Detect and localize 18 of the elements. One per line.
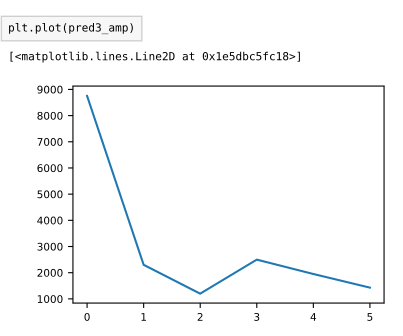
x-tick-label: 5 [367, 313, 372, 321]
x-tick-label: 0 [84, 312, 90, 321]
y-tick-label: 4000 [37, 216, 63, 224]
line-series [86, 94, 371, 295]
x-tick-label: 1 [141, 313, 146, 321]
y-tick-label: 3000 [38, 242, 63, 251]
y-tick-label: 9000 [37, 86, 63, 94]
y-tick-label: 5000 [38, 190, 63, 198]
y-tick-label: 2000 [37, 268, 63, 277]
text: plt.plot(pred3_amp) [9, 23, 133, 34]
y-tick-label: 8000 [37, 112, 63, 120]
y-tick-label: 6000 [37, 164, 63, 172]
text: [<matplotlib.lines.Line2D at 0x1e5dbc5fc18>] [10, 52, 300, 63]
y-tick-label: 1000 [38, 295, 63, 303]
y-tick-label: 7000 [38, 138, 63, 146]
x-tick-label: 3 [254, 312, 260, 321]
x-tick-label: 4 [310, 313, 316, 321]
x-tick-label: 2 [198, 312, 202, 321]
